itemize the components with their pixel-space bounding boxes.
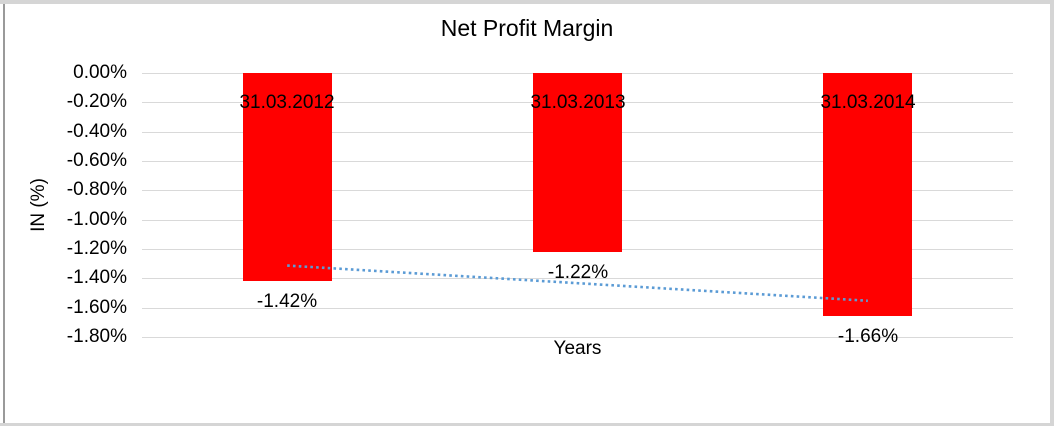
frame-border-bottom — [0, 423, 1054, 426]
data-label: -1.66% — [837, 326, 899, 347]
y-tick-label: 0.00% — [73, 62, 127, 83]
y-tick-label: -1.80% — [66, 326, 127, 347]
x-axis-title: Years — [553, 338, 602, 359]
y-tick-label: -0.60% — [66, 150, 127, 171]
y-tick-label: -0.80% — [66, 179, 127, 200]
y-tick-label: -1.20% — [66, 238, 127, 259]
gridline — [142, 308, 1013, 309]
gridline — [142, 337, 1013, 338]
bar-31.03.2012 — [243, 73, 332, 281]
chart-title: Net Profit Margin — [440, 15, 614, 41]
y-tick-label: -0.20% — [66, 91, 127, 112]
category-label: 31.03.2012 — [239, 92, 335, 113]
frame-left-edge — [3, 4, 5, 423]
category-label: 31.03.2013 — [530, 92, 626, 113]
data-label: -1.22% — [547, 262, 609, 283]
frame-border-right — [1050, 0, 1054, 426]
y-tick-label: -0.40% — [66, 121, 127, 142]
category-label: 31.03.2014 — [820, 92, 916, 113]
bar-31.03.2013 — [533, 73, 622, 252]
y-tick-label: -1.40% — [66, 267, 127, 288]
y-tick-label: -1.00% — [66, 209, 127, 230]
y-tick-label: -1.60% — [66, 297, 127, 318]
data-label: -1.42% — [256, 291, 318, 312]
frame-border-top — [0, 0, 1054, 4]
